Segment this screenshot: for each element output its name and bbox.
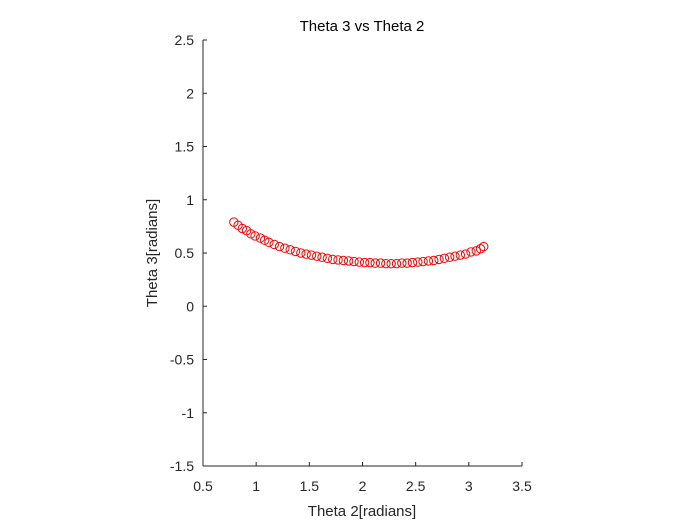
data-point xyxy=(429,255,439,266)
data-point xyxy=(391,258,402,269)
data-point xyxy=(397,258,407,268)
data-point xyxy=(439,253,450,264)
x-tick-label: 3.5 xyxy=(512,478,532,494)
data-point xyxy=(349,256,359,267)
data-point xyxy=(264,237,274,248)
data-point xyxy=(237,223,248,234)
data-point xyxy=(381,258,391,269)
data-point xyxy=(418,256,428,267)
data-point xyxy=(365,257,375,268)
data-point xyxy=(322,253,333,264)
data-point xyxy=(296,248,306,258)
data-point xyxy=(255,233,266,243)
data-point xyxy=(407,257,418,268)
axes xyxy=(202,40,522,467)
data-point xyxy=(375,258,386,268)
data-point xyxy=(301,249,311,259)
data-point xyxy=(466,247,476,257)
x-tick-label: 1 xyxy=(252,478,260,494)
y-axis-ticks: -1.5 -1 -0.5 0 0.5 1 1.5 2 2.5 xyxy=(170,32,207,474)
data-point xyxy=(250,231,260,241)
chart-title: Theta 3 vs Theta 2 xyxy=(300,18,425,35)
data-point xyxy=(328,254,338,265)
y-axis-label: Theta 3[radians] xyxy=(144,199,161,307)
data-point xyxy=(280,243,290,253)
data-point xyxy=(434,254,444,265)
data-point xyxy=(370,258,380,268)
data-point xyxy=(386,258,396,269)
x-tick-label: 2.5 xyxy=(406,478,426,494)
x-tick-label: 0.5 xyxy=(193,478,213,494)
data-point xyxy=(317,252,327,262)
data-point xyxy=(269,239,279,250)
y-tick-label: -1.5 xyxy=(170,458,194,474)
x-tick-label: 3 xyxy=(465,478,473,494)
x-axis-ticks: 0.5 1 1.5 2 2.5 3 3.5 xyxy=(193,462,532,494)
y-tick-label: 2.5 xyxy=(175,32,195,48)
data-point xyxy=(312,251,322,261)
y-tick-label: 0 xyxy=(186,298,194,314)
data-point xyxy=(460,249,471,259)
data-point xyxy=(306,250,317,260)
x-tick-label: 1.5 xyxy=(300,478,320,494)
data-point xyxy=(359,257,370,268)
data-point xyxy=(479,241,489,252)
x-axis-label: Theta 2[radians] xyxy=(308,503,416,520)
data-point xyxy=(423,256,434,266)
y-tick-label: 2 xyxy=(186,85,194,101)
y-tick-label: 1.5 xyxy=(175,139,195,155)
data-point xyxy=(354,257,365,267)
data-point xyxy=(246,229,256,239)
y-tick-label: 1 xyxy=(186,192,194,208)
data-point xyxy=(444,252,455,262)
data-point xyxy=(455,250,466,260)
data-point xyxy=(450,251,460,261)
data-point xyxy=(343,256,354,266)
data-point xyxy=(338,255,349,266)
y-tick-label: -0.5 xyxy=(170,352,194,368)
y-tick-label: 0.5 xyxy=(175,245,195,261)
data-point xyxy=(333,255,343,265)
data-point xyxy=(402,258,412,268)
data-point xyxy=(259,235,270,245)
data-point xyxy=(471,246,481,256)
data-point xyxy=(413,257,423,267)
scatter-series xyxy=(229,217,489,269)
data-point xyxy=(274,241,285,252)
x-tick-label: 2 xyxy=(359,478,367,494)
data-point xyxy=(290,246,301,257)
data-point xyxy=(285,245,295,255)
data-point xyxy=(475,244,486,254)
y-tick-label: -1 xyxy=(182,405,195,421)
